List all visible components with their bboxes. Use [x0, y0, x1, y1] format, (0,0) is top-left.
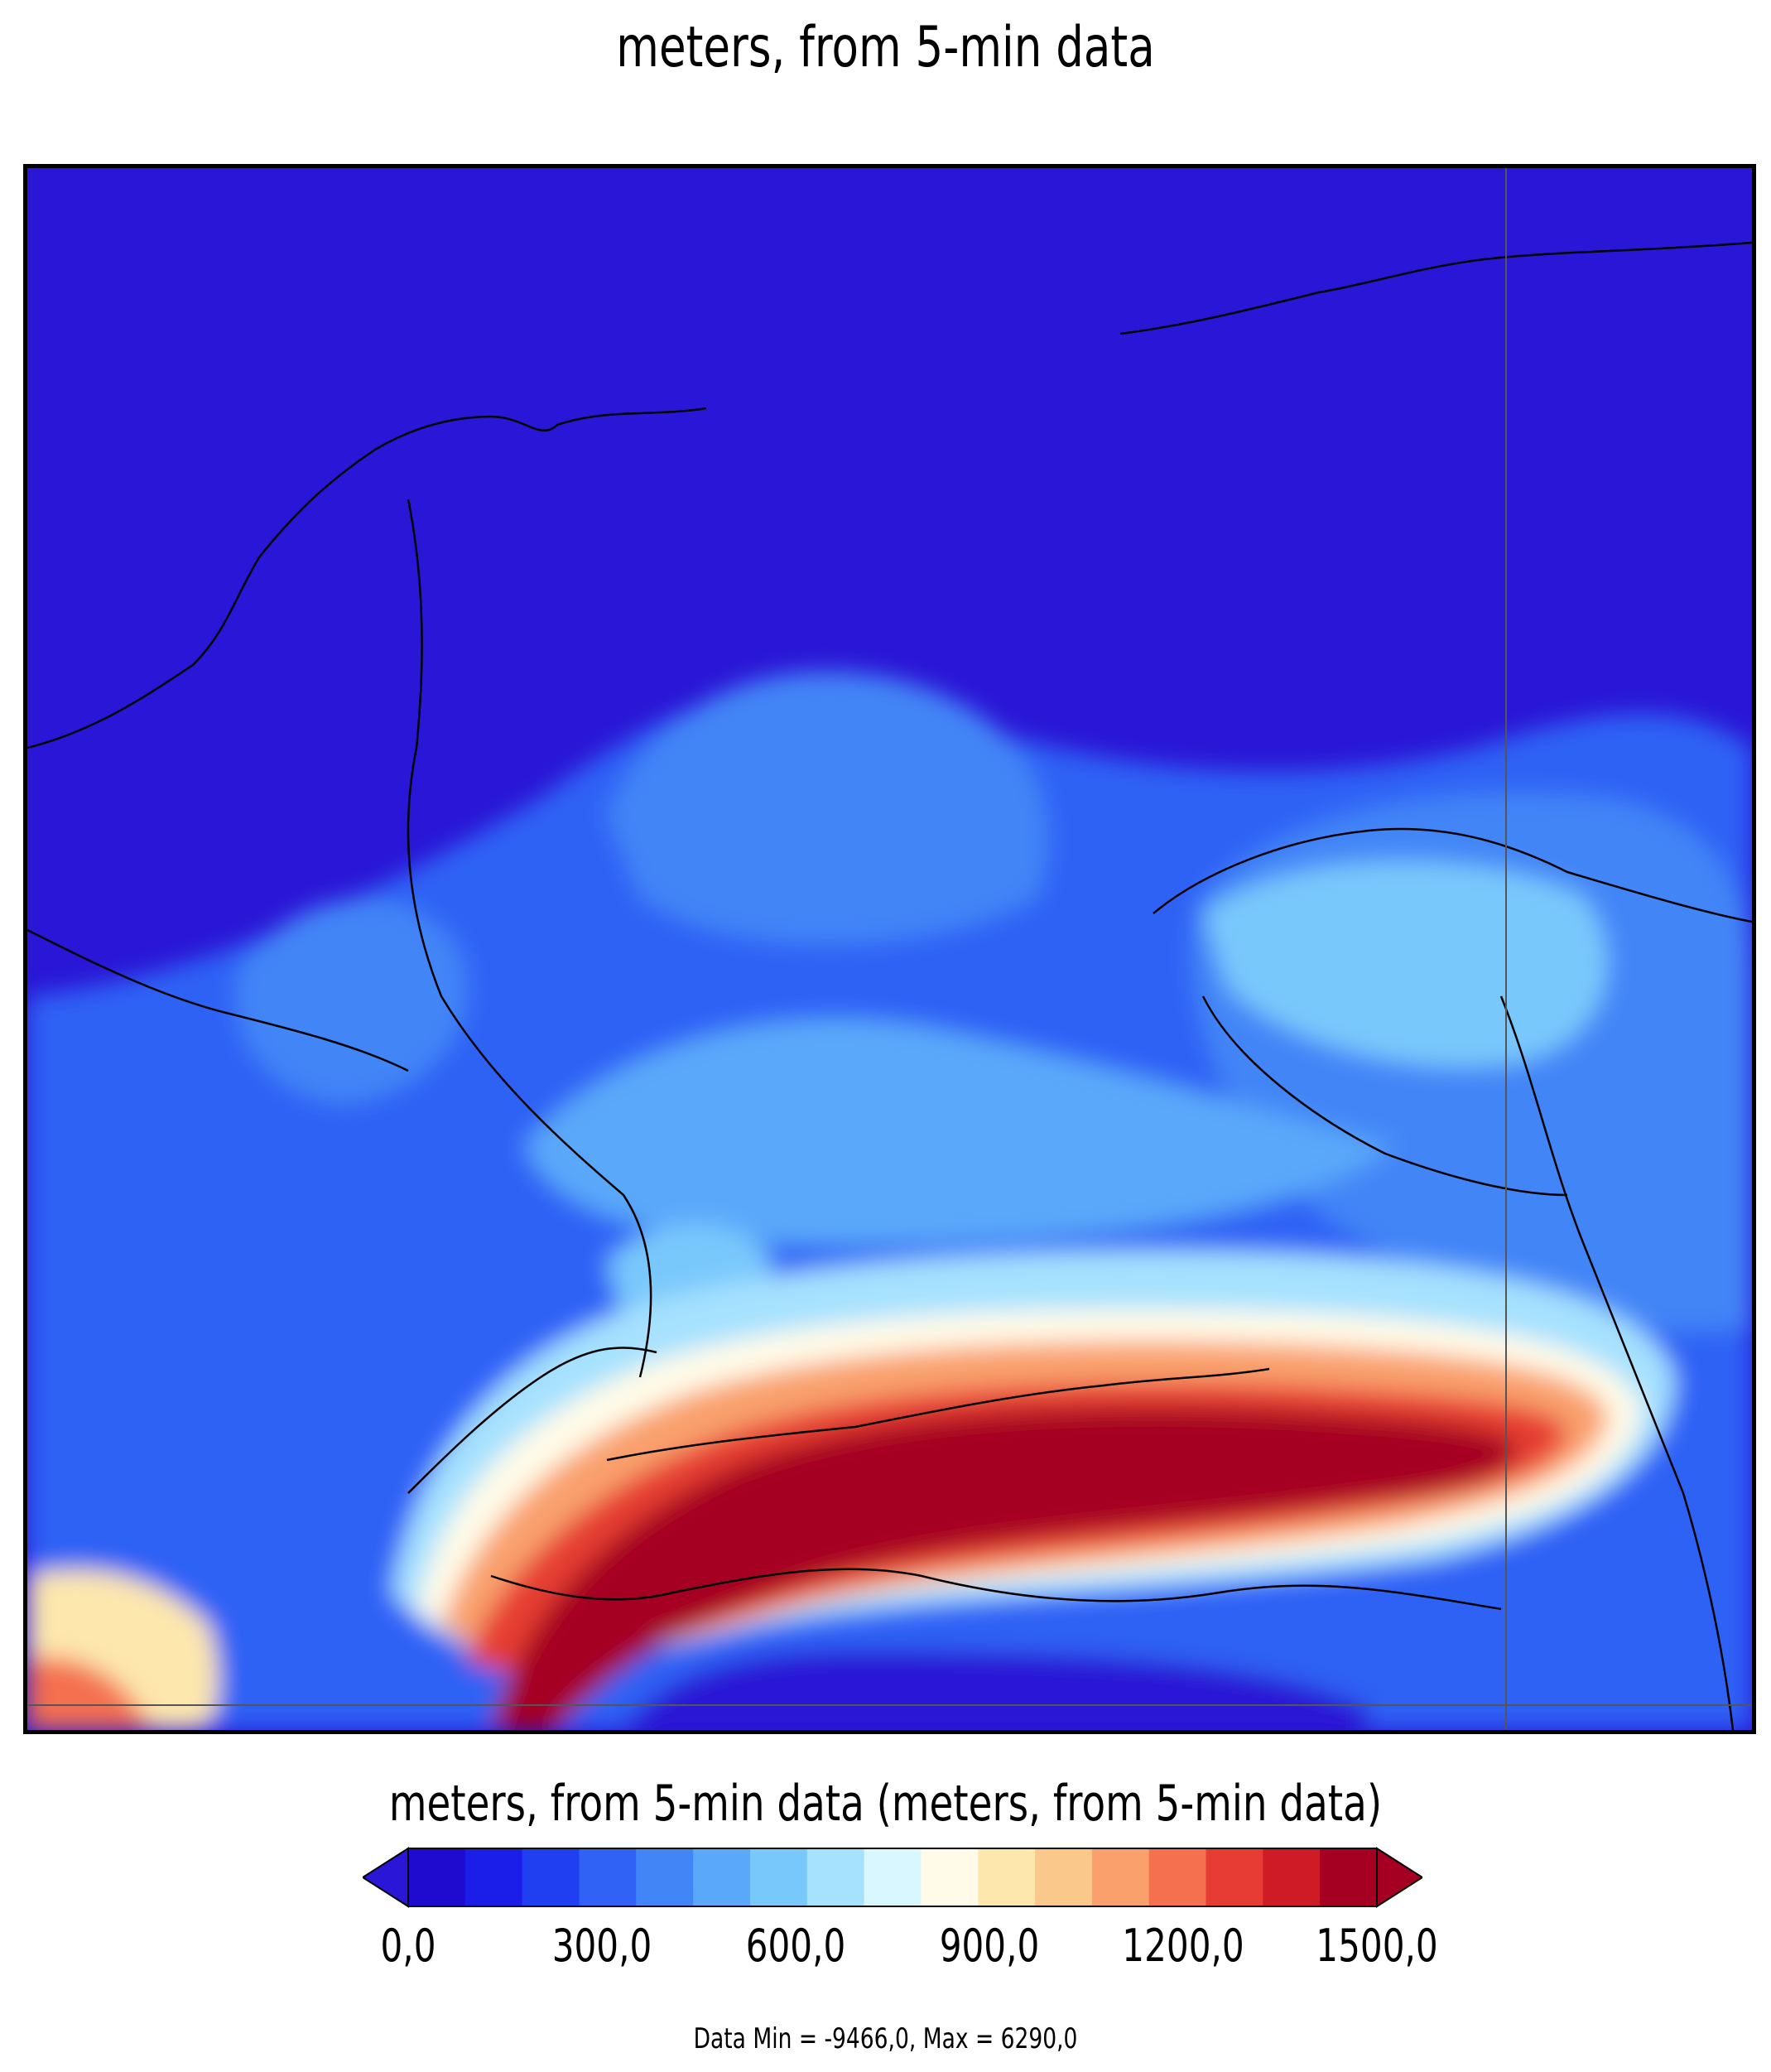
colorbar-swatch — [1320, 1848, 1378, 1906]
contour-band-west-hills — [236, 899, 467, 1104]
contour-band-central — [524, 1019, 1393, 1245]
colorbar-swatch — [1091, 1848, 1150, 1906]
colorbar-swatch — [693, 1848, 751, 1906]
border-benelux — [27, 928, 409, 1072]
colorbar-tick-label: 1500,0 — [1316, 1920, 1438, 1972]
colorbar-swatch — [1035, 1848, 1093, 1906]
colorbar-swatch — [464, 1848, 523, 1906]
border-east — [1499, 995, 1735, 1730]
colorbar-swatch — [864, 1848, 922, 1906]
colorbar-swatch — [579, 1848, 637, 1906]
contour-band-southwest-high — [27, 1657, 152, 1730]
colorbar-title: meters, from 5-min data (meters, from 5-… — [388, 1775, 1383, 1833]
data-range-note: Data Min = -9466,0, Max = 6290,0 — [693, 2022, 1078, 2055]
colorbar-swatch — [978, 1848, 1036, 1906]
contour-band-po-valley — [623, 1650, 1369, 1730]
colorbar-tick-label: 900,0 — [939, 1920, 1040, 1972]
contour-band-alps-high — [491, 1407, 1518, 1730]
colorbar-extend-high — [1376, 1847, 1422, 1908]
colorbar-swatch — [921, 1848, 979, 1906]
colorbar-swatch — [408, 1848, 466, 1906]
coastline-baltic — [1119, 241, 1752, 335]
terrain-height-field — [27, 168, 1752, 1730]
colorbar-tick-label: 300,0 — [551, 1920, 652, 1972]
colorbar-swatch — [1263, 1848, 1321, 1906]
colorbar — [363, 1847, 1422, 1908]
coastline-north-sea — [27, 407, 707, 749]
map-title: meters, from 5-min data — [616, 15, 1155, 80]
border-west-germany — [407, 499, 652, 1378]
map-panel — [23, 164, 1756, 1734]
colorbar-swatch — [749, 1848, 808, 1906]
colorbar-tick-label: 0,0 — [380, 1920, 436, 1972]
contour-band-upland-north — [607, 671, 1048, 944]
border-czechia-south — [1201, 995, 1568, 1197]
colorbar-swatch — [806, 1848, 865, 1906]
colorbar-tick-label: 1200,0 — [1122, 1920, 1244, 1972]
country-borders — [27, 241, 1752, 1730]
border-france-switzerland — [407, 1347, 657, 1494]
border-alpine-south — [490, 1568, 1502, 1611]
border-czechia — [1153, 827, 1752, 923]
colorbar-swatch — [1148, 1848, 1207, 1906]
colorbar-swatch — [636, 1848, 694, 1906]
colorbar-swatch — [1206, 1848, 1263, 1906]
colorbar-swatch — [522, 1848, 580, 1906]
border-germany-austria — [606, 1367, 1270, 1462]
colorbar-extend-low — [363, 1847, 409, 1908]
colorbar-frame — [407, 1848, 1378, 1907]
colorbar-tick-label: 600,0 — [745, 1920, 846, 1972]
